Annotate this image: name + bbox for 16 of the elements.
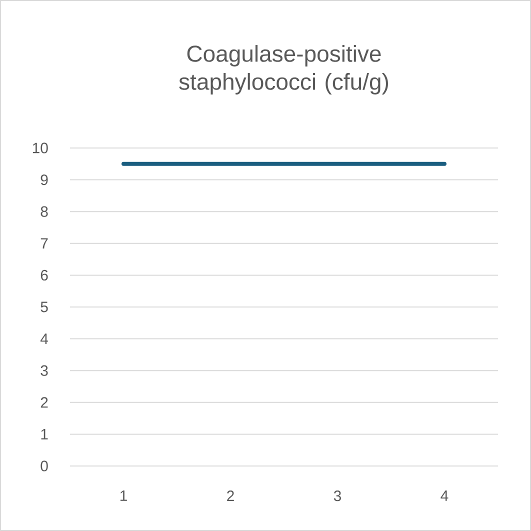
y-tick-label: 10 (32, 142, 48, 154)
y-tick-label: 5 (40, 302, 48, 312)
y-tick-label: 6 (40, 270, 48, 281)
y-tick-label: 3 (40, 365, 48, 376)
x-tick-label: 1 (120, 490, 127, 501)
y-tick-label: 7 (40, 238, 48, 249)
y-tick-label: 0 (40, 460, 48, 472)
y-tick-label: 1 (41, 429, 48, 440)
y-tick-label: 9 (40, 174, 48, 186)
x-tick-label: 3 (334, 490, 342, 502)
y-tick-label: 8 (40, 206, 48, 217)
y-tick-label: 2 (40, 397, 48, 408)
chart-title: Coagulase-positive staphylococci (cfu/g) (179, 45, 388, 94)
y-tick-label: 4 (40, 334, 48, 344)
x-tick-label: 2 (227, 490, 234, 502)
x-tick-label: 4 (440, 490, 448, 501)
